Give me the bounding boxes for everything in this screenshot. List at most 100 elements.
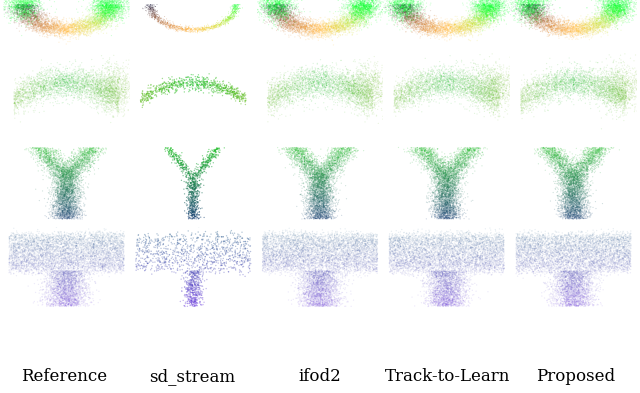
Point: [580, 148, 590, 154]
Point: [337, 24, 348, 30]
Point: [470, 90, 481, 97]
Point: [447, 187, 458, 194]
Point: [60, 185, 70, 191]
Point: [51, 200, 61, 206]
Point: [442, 76, 452, 83]
Point: [452, 248, 463, 255]
Point: [19, 257, 29, 263]
Point: [106, 79, 116, 85]
Point: [549, 242, 559, 249]
Point: [65, 244, 75, 250]
Point: [79, 189, 89, 195]
Point: [64, 196, 74, 202]
Point: [337, 88, 347, 95]
Point: [85, 149, 95, 156]
Point: [317, 213, 328, 219]
Point: [115, 76, 125, 82]
Point: [572, 27, 582, 33]
Point: [533, 243, 543, 249]
Point: [457, 151, 467, 157]
Point: [458, 158, 468, 165]
Point: [303, 301, 314, 307]
Point: [63, 288, 74, 294]
Point: [282, 91, 292, 97]
Point: [449, 296, 460, 302]
Point: [318, 270, 328, 276]
Point: [405, 12, 415, 18]
Point: [449, 275, 459, 282]
Point: [294, 15, 304, 21]
Point: [615, 92, 625, 98]
Point: [595, 232, 605, 239]
Point: [500, 2, 510, 8]
Point: [180, 248, 191, 254]
Point: [278, 88, 288, 94]
Point: [314, 208, 324, 215]
Point: [575, 197, 585, 204]
Point: [598, 4, 608, 10]
Point: [524, 0, 534, 6]
Point: [455, 208, 465, 214]
Point: [270, 0, 280, 5]
Point: [90, 19, 100, 26]
Point: [180, 269, 191, 275]
Point: [61, 28, 71, 34]
Point: [605, 11, 616, 17]
Point: [73, 168, 83, 174]
Point: [322, 172, 332, 178]
Point: [599, 8, 609, 14]
Point: [328, 22, 339, 29]
Point: [582, 215, 593, 221]
Point: [328, 23, 338, 29]
Point: [316, 181, 326, 187]
Point: [430, 303, 440, 309]
Point: [25, 14, 35, 20]
Point: [36, 23, 46, 29]
Point: [103, 241, 113, 247]
Point: [313, 167, 323, 174]
Point: [436, 23, 446, 29]
Point: [578, 164, 588, 170]
Point: [552, 249, 562, 255]
Point: [227, 252, 237, 259]
Point: [175, 237, 185, 243]
Point: [617, 79, 627, 85]
Point: [447, 289, 458, 296]
Point: [361, 0, 371, 4]
Point: [570, 198, 580, 205]
Point: [351, 228, 362, 234]
Point: [113, 94, 124, 101]
Point: [577, 302, 587, 308]
Point: [551, 26, 561, 32]
Point: [440, 287, 450, 294]
Point: [570, 177, 580, 184]
Point: [273, 87, 284, 94]
Point: [268, 13, 278, 19]
Point: [26, 2, 36, 8]
Point: [581, 81, 591, 88]
Point: [9, 225, 19, 231]
Point: [20, 18, 31, 24]
Point: [318, 172, 328, 178]
Point: [599, 11, 609, 17]
Point: [63, 174, 73, 181]
Point: [573, 258, 583, 264]
Point: [15, 0, 26, 1]
Point: [65, 172, 76, 178]
Point: [480, 9, 490, 15]
Point: [369, 0, 379, 5]
Point: [72, 296, 83, 302]
Point: [191, 285, 201, 291]
Point: [483, 9, 493, 16]
Point: [257, 264, 268, 270]
Point: [19, 14, 29, 20]
Point: [152, 1, 162, 7]
Point: [612, 73, 623, 79]
Point: [579, 164, 589, 170]
Point: [574, 190, 584, 196]
Point: [480, 97, 490, 103]
Point: [456, 300, 466, 307]
Point: [457, 73, 467, 79]
Point: [384, 0, 394, 2]
Point: [575, 271, 586, 277]
